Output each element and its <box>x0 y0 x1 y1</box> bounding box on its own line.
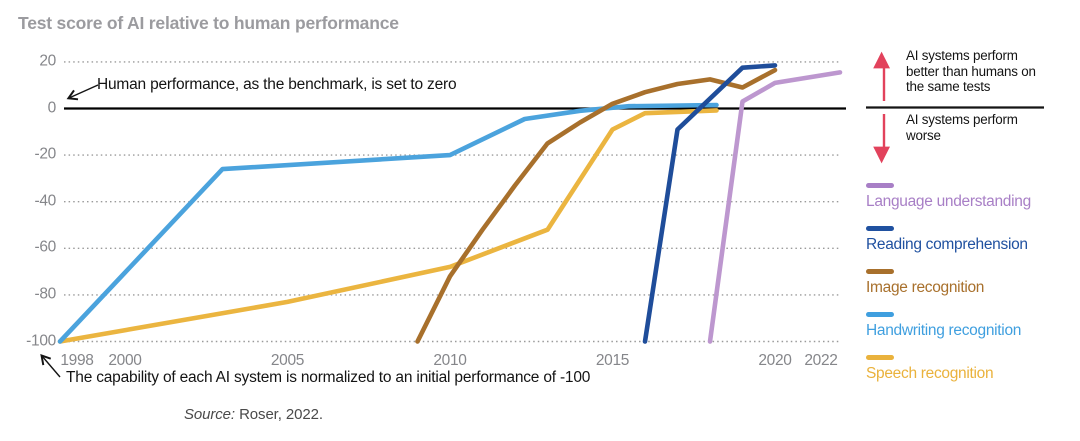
x-tick-label: 2015 <box>595 352 630 369</box>
chart-title: Test score of AI relative to human perfo… <box>18 13 399 33</box>
y-tick-label: -40 <box>34 192 56 210</box>
handwriting-recognition-swatch-icon <box>866 312 894 317</box>
y-tick-label: -60 <box>34 238 56 256</box>
speech-recognition-swatch-icon <box>866 355 894 360</box>
legend-label: Speech recognition <box>866 364 994 382</box>
x-tick-label: 2010 <box>433 352 467 369</box>
legend-item-speech-recognition: Speech recognition <box>866 355 1076 398</box>
reading-comprehension-line <box>642 63 778 344</box>
y-tick-label: -20 <box>34 145 56 163</box>
legend-label: Reading comprehension <box>866 235 1028 253</box>
legend-label: Image recognition <box>866 278 985 296</box>
source-note: Source: Roser, 2022. <box>184 406 323 423</box>
reading-comprehension-swatch-icon <box>866 226 894 231</box>
y-tick-label: 0 <box>47 99 57 117</box>
y-tick-label: -80 <box>34 285 56 303</box>
y-tick-label: -100 <box>26 332 56 350</box>
language-understanding-swatch-icon <box>866 183 894 188</box>
source-value: Roser, 2022. <box>235 406 323 423</box>
speech-recognition-line <box>57 108 719 344</box>
legend-item-image-recognition: Image recognition <box>866 269 1076 312</box>
normalization-annotation: The capability of each AI system is norm… <box>66 369 591 386</box>
legend-label: Language understanding <box>866 192 1031 210</box>
source-label: Source: <box>184 406 235 423</box>
perform-better-caption: AI systems perform better than humans on… <box>906 48 1036 95</box>
x-tick-label: 2020 <box>758 352 792 369</box>
zero-baseline-annotation: Human performance, as the benchmark, is … <box>97 76 457 93</box>
normalize-note-arrow-icon <box>40 353 61 378</box>
legend-item-language-understanding: Language understanding <box>866 183 1076 226</box>
series-lines <box>57 63 843 344</box>
y-tick-label: 20 <box>39 52 56 70</box>
x-tick-label: 2000 <box>108 352 142 369</box>
zero-note-arrow-icon <box>66 84 99 101</box>
language-understanding-line <box>707 70 843 344</box>
legend: Language understanding Reading comprehen… <box>866 183 1076 398</box>
perform-worse-caption: AI systems perform worse <box>906 112 1018 143</box>
legend-label: Handwriting recognition <box>866 321 1022 339</box>
x-tick-label: 2005 <box>270 352 305 369</box>
legend-item-handwriting-recognition: Handwriting recognition <box>866 312 1076 355</box>
image-recognition-swatch-icon <box>866 269 894 274</box>
handwriting-recognition-line <box>57 102 719 344</box>
x-tick-label: 1998 <box>60 352 94 369</box>
x-tick-label: 2022 <box>804 352 838 369</box>
image-recognition-line <box>415 67 778 344</box>
legend-item-reading-comprehension: Reading comprehension <box>866 226 1076 269</box>
